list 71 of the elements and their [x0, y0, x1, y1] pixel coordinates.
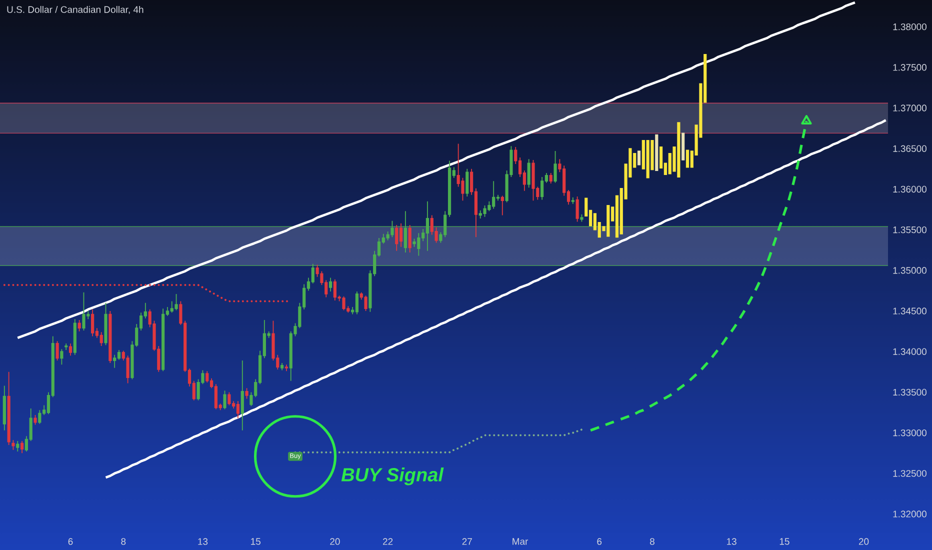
candlestick	[91, 308, 94, 337]
candlestick	[20, 440, 24, 454]
candlestick	[364, 295, 368, 312]
candlestick	[240, 360, 244, 431]
y-tick-label: 1.33000	[893, 429, 926, 436]
chart-title: U.S. Dollar / Canadian Dollar, 4h	[7, 6, 144, 14]
x-tick-label: 8	[121, 538, 126, 545]
candlestick	[126, 355, 130, 384]
candlestick	[483, 205, 486, 218]
candlestick	[104, 302, 108, 346]
candlestick	[64, 343, 68, 350]
x-tick-label: 15	[780, 538, 790, 545]
candlestick	[408, 224, 412, 254]
candlestick	[113, 354, 116, 368]
y-tick-label: 1.36500	[893, 145, 926, 152]
candlestick	[245, 388, 248, 400]
candlestick	[2, 385, 6, 431]
annotation: BUY Signal	[341, 468, 444, 486]
y-tick-label: 1.37500	[893, 64, 926, 71]
candlestick	[500, 195, 504, 216]
x-tick-label: 20	[858, 538, 869, 545]
x-tick-label: 6	[597, 538, 602, 545]
x-tick-label: 8	[650, 538, 654, 545]
candlestick	[78, 320, 81, 332]
candlestick	[580, 214, 584, 222]
y-tick-label: 1.34500	[893, 308, 926, 314]
x-tick-label: Mar	[512, 538, 528, 545]
candlestick	[236, 400, 240, 419]
y-tick-label: 1.33500	[893, 388, 926, 396]
y-tick-label: 1.36000	[893, 186, 926, 193]
y-tick-label: 1.38000	[893, 23, 926, 30]
candlestick	[540, 176, 544, 200]
candlestick	[12, 440, 15, 450]
candlestick	[100, 332, 103, 346]
x-tick-label: 15	[251, 538, 260, 545]
x-tick-label: 22	[383, 538, 393, 545]
candlestick	[34, 414, 37, 426]
x-tick-label: 13	[198, 538, 208, 545]
y-tick-label: 1.32500	[893, 470, 926, 477]
y-tick-label: 1.37000	[893, 104, 926, 112]
candlestick	[532, 160, 535, 202]
x-tick-label: 20	[330, 538, 340, 545]
candlestick	[228, 392, 231, 406]
x-tick-label: 27	[462, 538, 472, 545]
candlestick	[68, 343, 72, 356]
candlestick	[280, 362, 284, 371]
candlestick	[16, 440, 20, 452]
candlestick	[576, 196, 579, 222]
candlestick	[399, 222, 403, 248]
candlestick	[466, 168, 469, 197]
candlestick	[284, 364, 288, 372]
candlestick	[549, 172, 552, 184]
candlestick	[554, 150, 557, 184]
y-tick-label: 1.32000	[893, 510, 926, 518]
candlestick	[571, 196, 574, 204]
x-tick-label: 13	[726, 538, 736, 545]
candlestick	[328, 277, 332, 292]
candlestick	[56, 340, 59, 362]
y-tick-label: 1.35500	[893, 226, 926, 234]
candlestick	[395, 224, 398, 252]
candlestick	[174, 294, 178, 311]
candlestick	[60, 348, 64, 366]
candlestick	[527, 158, 530, 188]
x-tick-label: 6	[68, 538, 73, 545]
candlestick	[223, 390, 226, 410]
candlestick	[342, 296, 346, 311]
y-tick-label: 1.35000	[893, 267, 926, 274]
candlestick	[7, 371, 10, 446]
candlestick	[82, 292, 86, 331]
y-tick-label: 1.34000	[893, 348, 926, 355]
candlestick	[355, 291, 359, 315]
